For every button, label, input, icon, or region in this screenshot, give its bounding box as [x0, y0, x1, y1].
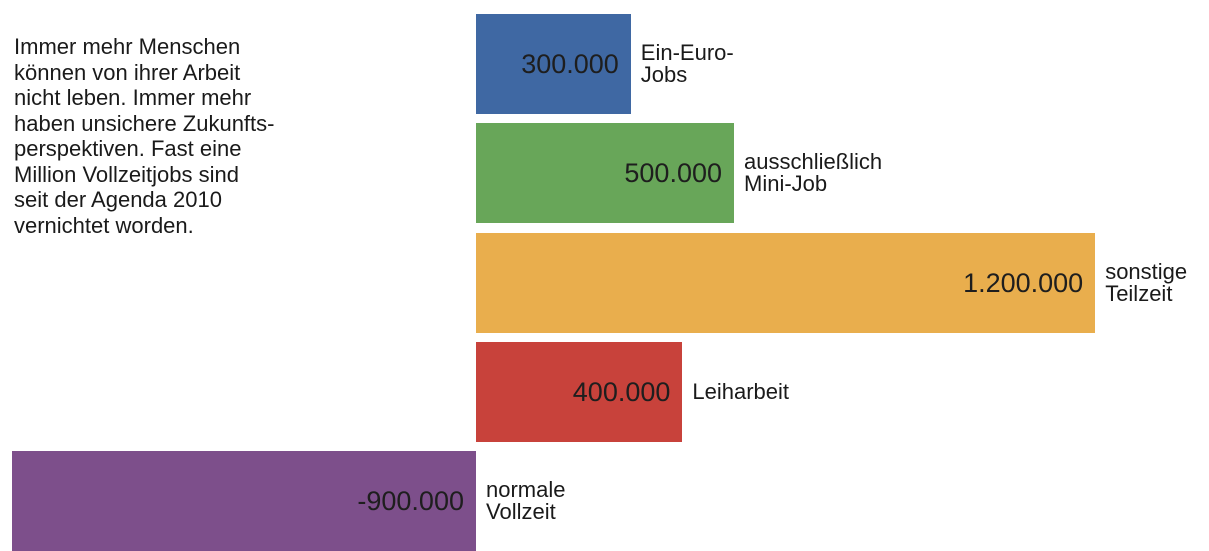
category-label: sonstige Teilzeit	[1105, 258, 1188, 306]
value-label: 1.200.000	[963, 267, 1084, 298]
category-label: Ein-Euro-Jobs	[640, 40, 734, 87]
value-label: 500.000	[624, 158, 722, 189]
bar	[476, 232, 1096, 333]
value-label: 300.000	[521, 49, 619, 79]
value-label: 400.000	[572, 376, 671, 407]
category-label: Leiharbeit	[692, 378, 790, 404]
bar	[476, 123, 734, 224]
annotation: Immer mehr Menschen können von ihrer Arb…	[14, 34, 275, 238]
category-label: ausschließlich Mini-Job	[744, 149, 883, 197]
value-label: -900.000	[357, 486, 464, 517]
category-label: normale Vollzeit	[486, 477, 566, 525]
bar	[11, 451, 476, 551]
bar	[476, 341, 683, 442]
bar	[476, 14, 631, 114]
